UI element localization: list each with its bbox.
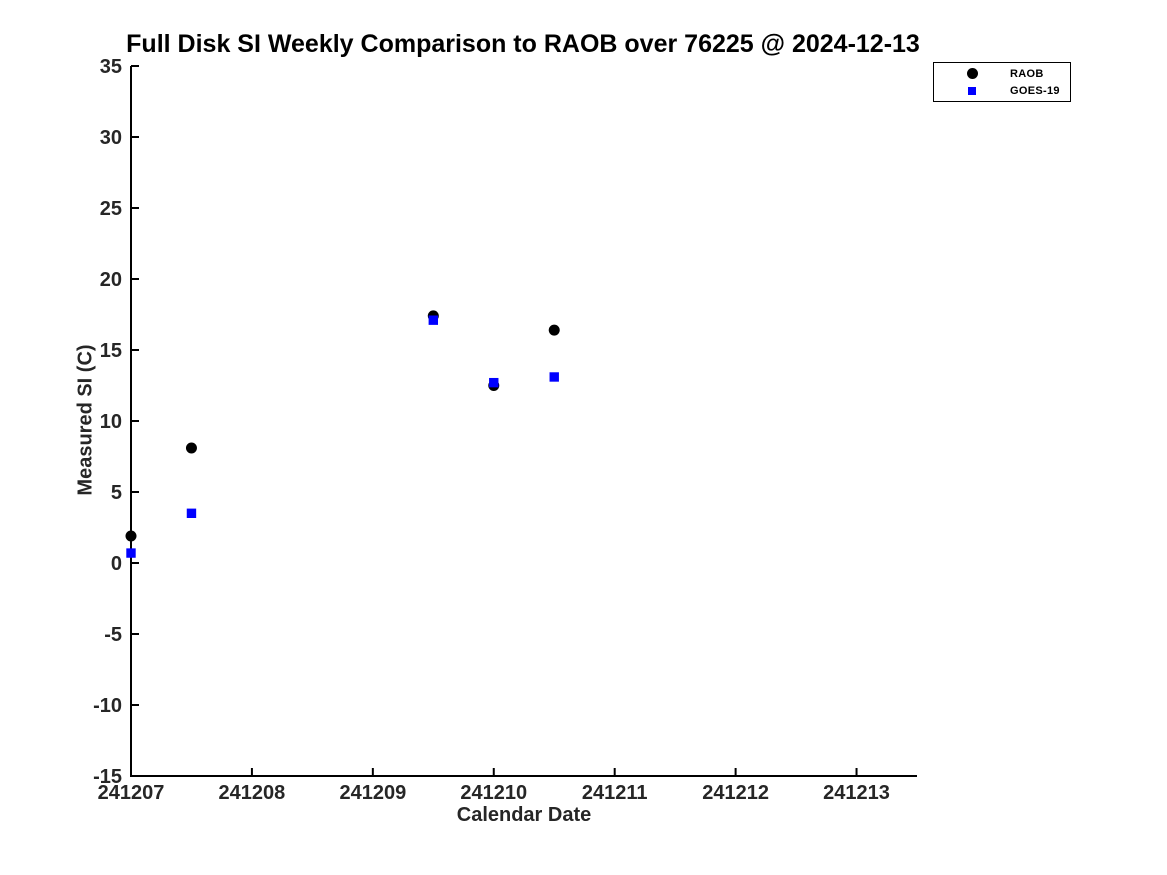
x-tick-label: 241210 [460,782,527,804]
raob-data-point [185,442,197,454]
goes-19-square-marker-icon [968,86,976,95]
goes-19-data-point [428,315,439,325]
legend-marker-area [934,68,1010,79]
chart-title: Full Disk SI Weekly Comparison to RAOB o… [126,30,920,58]
y-tick-label: 0 [111,553,122,575]
x-axis-label: Calendar Date [456,804,592,826]
raob-data-point [125,530,137,542]
y-tick-label: 5 [111,482,122,504]
goes-19-data-point [186,508,197,518]
y-tick-label: 10 [100,411,122,433]
legend-label-raob: RAOB [1010,67,1044,80]
y-tick-label: 20 [100,269,122,291]
legend-label-goes-19: GOES-19 [1010,84,1060,97]
legend: RAOB GOES-19 [933,62,1071,102]
raob-circle-marker-icon [966,68,978,79]
y-tick-label: 30 [100,127,122,149]
raob-data-point [548,324,560,336]
y-tick-label: 25 [100,198,122,220]
y-tick-label: -15 [93,766,122,788]
x-tick-label: 241211 [582,782,648,804]
goes-19-data-point [549,372,559,382]
y-axis-label: Measured SI (C) [74,344,97,496]
y-tick-label: 15 [100,340,122,362]
x-tick-label: 241209 [339,782,406,804]
x-tick-label: 241213 [823,782,890,804]
goes-19-data-point [489,377,499,388]
y-tick-label: -5 [104,624,122,646]
legend-marker-area [934,86,1010,95]
x-tick-label: 241208 [219,782,286,804]
legend-row-goes-19: GOES-19 [934,83,1070,99]
legend-row-raob: RAOB [934,66,1070,82]
y-tick-label: -10 [93,695,122,717]
y-tick-label: 35 [100,56,122,78]
goes-19-data-point [126,548,136,558]
x-tick-label: 241207 [98,782,165,804]
x-tick-label: 241212 [702,782,769,804]
